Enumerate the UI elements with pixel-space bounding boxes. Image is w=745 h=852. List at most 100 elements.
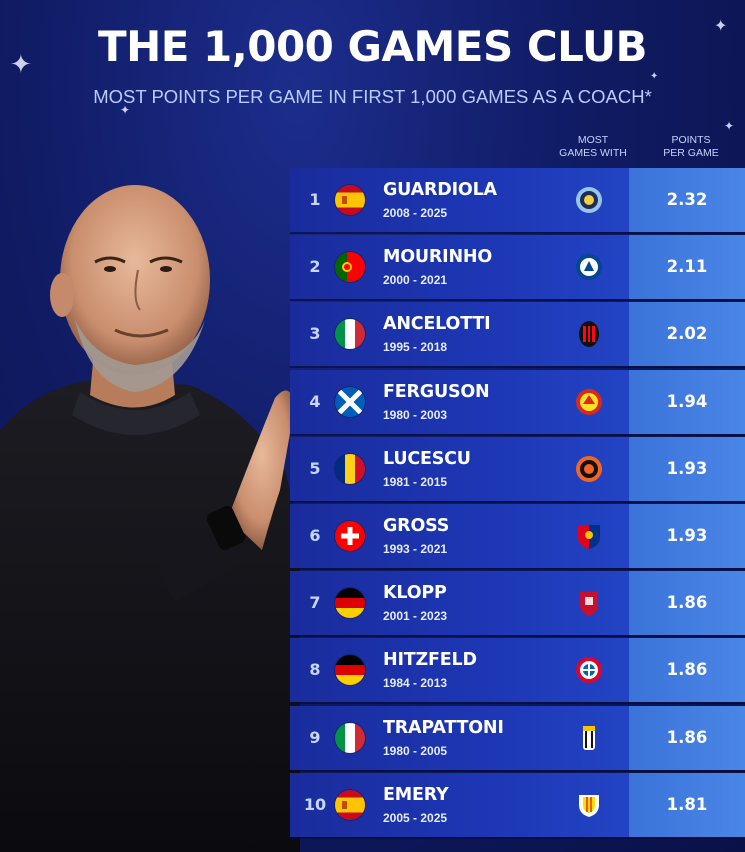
points-per-game-value: 1.93 bbox=[666, 525, 708, 545]
row-info-panel: 1 GUARDIOLA 2008 - 2025 bbox=[290, 168, 629, 232]
table-row: 2 MOURINHO 2000 - 2021 2.11 bbox=[290, 235, 745, 302]
points-per-game-cell: 1.86 bbox=[629, 705, 745, 770]
page-title: THE 1,000 GAMES CLUB bbox=[97, 22, 648, 71]
table-row: 6 GROSS 1993 - 2021 1.93 bbox=[290, 503, 745, 571]
row-info-panel: 5 LUCESCU 1981 - 2015 bbox=[290, 436, 629, 501]
points-per-game-value: 1.86 bbox=[666, 660, 708, 680]
juventus-crest bbox=[575, 724, 603, 752]
points-per-game-cell: 1.94 bbox=[629, 369, 745, 434]
coach-name: TRAPATTONI bbox=[383, 717, 504, 738]
coach-years: 2000 - 2021 bbox=[383, 273, 448, 288]
table-row: 5 LUCESCU 1981 - 2015 1.93 bbox=[290, 436, 745, 504]
row-info-panel: 2 MOURINHO 2000 - 2021 bbox=[290, 235, 629, 300]
points-per-game-cell: 2.32 bbox=[629, 168, 745, 232]
table-row: 10 EMERY 2005 - 2025 1.81 bbox=[290, 772, 745, 840]
coach-years: 2008 - 2025 bbox=[383, 206, 448, 220]
romania-flag bbox=[335, 453, 365, 484]
row-info-panel: 6 GROSS 1993 - 2021 bbox=[290, 503, 629, 568]
portugal-flag bbox=[335, 252, 365, 283]
table-row: 8 HITZFELD 1984 - 2013 1.86 bbox=[290, 638, 745, 705]
fc-basel-crest bbox=[575, 522, 603, 550]
points-per-game-value: 2.11 bbox=[666, 257, 708, 277]
chelsea-crest bbox=[575, 253, 603, 281]
rank-number: 6 bbox=[309, 525, 321, 545]
points-per-game-cell: 2.02 bbox=[629, 302, 745, 367]
coach-name: ANCELOTTI bbox=[383, 314, 491, 335]
spain-flag bbox=[335, 789, 365, 820]
table-row: 3 ANCELOTTI 1995 - 2018 2.02 bbox=[290, 302, 745, 369]
sparkle-decoration: ✦ bbox=[10, 50, 32, 80]
points-per-game-value: 2.02 bbox=[666, 324, 708, 344]
column-header-points-per-game: POINTS PER GAME bbox=[663, 134, 719, 159]
coach-name: FERGUSON bbox=[383, 381, 490, 402]
row-info-panel: 9 TRAPATTONI 1980 - 2005 bbox=[290, 705, 629, 770]
points-per-game-value: 1.81 bbox=[666, 794, 708, 814]
coach-name: LUCESCU bbox=[383, 448, 471, 469]
points-per-game-value: 1.86 bbox=[666, 727, 708, 747]
coach-name: GUARDIOLA bbox=[383, 180, 497, 200]
bayern-munich-crest bbox=[575, 656, 603, 684]
coach-name: EMERY bbox=[383, 784, 449, 805]
italy-flag bbox=[335, 319, 365, 350]
rank-number: 2 bbox=[309, 257, 321, 277]
points-per-game-cell: 1.86 bbox=[629, 638, 745, 703]
ac-milan-crest bbox=[575, 320, 603, 348]
coach-years: 1984 - 2013 bbox=[383, 676, 448, 691]
rank-number: 4 bbox=[309, 391, 321, 411]
coach-name: GROSS bbox=[383, 515, 450, 536]
rank-number: 5 bbox=[309, 458, 321, 478]
points-per-game-value: 1.93 bbox=[666, 458, 708, 478]
column-header-most-games-with: MOST GAMES WITH bbox=[559, 134, 627, 159]
table-row: 1 GUARDIOLA 2008 - 2025 2.32 bbox=[290, 168, 745, 235]
rank-number: 7 bbox=[309, 593, 321, 613]
coach-years: 2005 - 2025 bbox=[383, 810, 448, 825]
italy-flag bbox=[335, 722, 365, 753]
sparkle-decoration: ✦ bbox=[724, 119, 735, 133]
row-info-panel: 10 EMERY 2005 - 2025 bbox=[290, 772, 629, 837]
rank-number: 10 bbox=[303, 794, 327, 814]
coach-name: KLOPP bbox=[383, 583, 447, 604]
germany-flag bbox=[335, 588, 365, 619]
coach-years: 1981 - 2015 bbox=[383, 474, 448, 489]
row-info-panel: 3 ANCELOTTI 1995 - 2018 bbox=[290, 302, 629, 367]
sparkle-decoration: ✦ bbox=[714, 16, 728, 35]
points-per-game-value: 2.32 bbox=[666, 190, 708, 209]
sparkle-decoration: ✦ bbox=[650, 71, 659, 82]
points-per-game-value: 1.94 bbox=[666, 391, 708, 411]
rank-number: 1 bbox=[309, 190, 321, 209]
points-per-game-cell: 2.11 bbox=[629, 235, 745, 300]
table-row: 4 FERGUSON 1980 - 2003 1.94 bbox=[290, 369, 745, 437]
coach-name: MOURINHO bbox=[383, 247, 493, 268]
spain-flag bbox=[335, 185, 365, 215]
table-row: 7 KLOPP 2001 - 2023 1.86 bbox=[290, 571, 745, 638]
sparkle-decoration: ✦ bbox=[120, 103, 131, 117]
row-info-panel: 4 FERGUSON 1980 - 2003 bbox=[290, 369, 629, 434]
coach-years: 1993 - 2021 bbox=[383, 541, 448, 556]
page-subtitle: MOST POINTS PER GAME IN FIRST 1,000 GAME… bbox=[93, 86, 652, 107]
coach-photo bbox=[0, 185, 300, 852]
points-per-game-cell: 1.93 bbox=[629, 436, 745, 501]
points-per-game-value: 1.86 bbox=[666, 593, 708, 613]
manchester-united-crest bbox=[575, 388, 603, 416]
manchester-city-crest bbox=[575, 186, 603, 214]
points-per-game-cell: 1.81 bbox=[629, 772, 745, 837]
row-info-panel: 7 KLOPP 2001 - 2023 bbox=[290, 571, 629, 636]
valencia-crest bbox=[575, 791, 603, 819]
coach-years: 1980 - 2003 bbox=[383, 407, 448, 422]
rank-number: 9 bbox=[309, 727, 321, 747]
points-per-game-cell: 1.86 bbox=[629, 571, 745, 636]
shakhtar-donetsk-crest bbox=[575, 455, 603, 483]
coach-years: 1995 - 2018 bbox=[383, 340, 448, 355]
coach-name: HITZFELD bbox=[383, 650, 477, 671]
rank-number: 3 bbox=[309, 324, 321, 344]
row-info-panel: 8 HITZFELD 1984 - 2013 bbox=[290, 638, 629, 703]
rankings-table: 1 GUARDIOLA 2008 - 2025 2.32 2 MOURINHO 2000 -… bbox=[290, 168, 745, 840]
coach-years: 2001 - 2023 bbox=[383, 609, 448, 624]
scotland-flag bbox=[335, 386, 365, 417]
points-per-game-cell: 1.93 bbox=[629, 503, 745, 568]
liverpool-crest bbox=[575, 589, 603, 617]
rank-number: 8 bbox=[309, 660, 321, 680]
coach-years: 1980 - 2005 bbox=[383, 743, 448, 758]
table-row: 9 TRAPATTONI 1980 - 2005 1.86 bbox=[290, 705, 745, 773]
germany-flag bbox=[335, 655, 365, 686]
